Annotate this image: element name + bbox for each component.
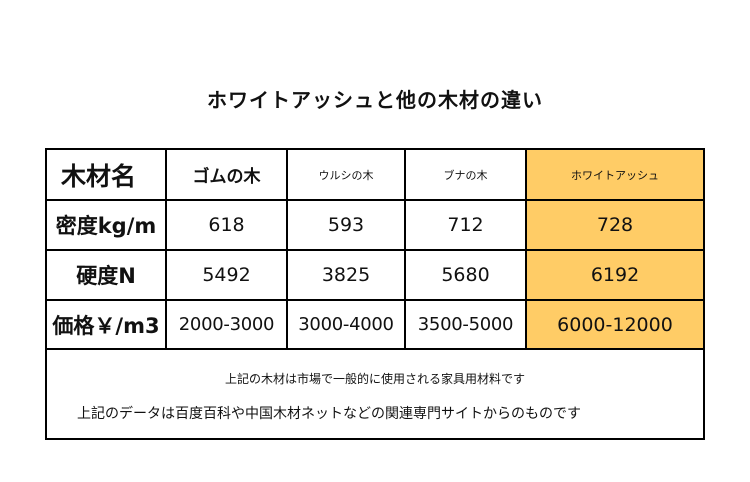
row-label-price: 価格￥/m3 [47,301,167,348]
density-beech-wood: 712 [406,201,527,249]
hardness-rubber-wood: 5492 [167,251,288,299]
hardness-sumac-wood: 3825 [288,251,406,299]
price-sumac-wood: 3000-4000 [288,301,406,348]
header-wood-name: 木材名 [47,150,167,199]
table-row-hardness: 硬度N 5492 3825 5680 6192 [47,251,703,301]
header-white-ash: ホワイトアッシュ [527,150,703,199]
table-row-price: 価格￥/m3 2000-3000 3000-4000 3500-5000 600… [47,301,703,350]
header-beech-wood: ブナの木 [406,150,527,199]
hardness-beech-wood: 5680 [406,251,527,299]
density-sumac-wood: 593 [288,201,406,249]
density-rubber-wood: 618 [167,201,288,249]
density-white-ash: 728 [527,201,703,249]
table-row-density: 密度kg/m 618 593 712 728 [47,201,703,251]
hardness-white-ash: 6192 [527,251,703,299]
table-header-row: 木材名 ゴムの木 ウルシの木 ブナの木 ホワイトアッシュ [47,150,703,201]
wood-comparison-table: 木材名 ゴムの木 ウルシの木 ブナの木 ホワイトアッシュ 密度kg/m 618 … [45,148,705,440]
note-data-source: 上記のデータは百度百科や中国木材ネットなどの関連専門サイトからのものです [77,406,581,422]
price-white-ash: 6000-12000 [527,301,703,348]
note-market-materials: 上記の木材は市場で一般的に使用される家具用材料です [224,372,525,386]
notes-section: 上記の木材は市場で一般的に使用される家具用材料です 上記のデータは百度百科や中国… [47,350,703,438]
row-label-density: 密度kg/m [47,201,167,249]
price-beech-wood: 3500-5000 [406,301,527,348]
price-rubber-wood: 2000-3000 [167,301,288,348]
header-rubber-wood: ゴムの木 [167,150,288,199]
header-sumac-wood: ウルシの木 [288,150,406,199]
row-label-hardness: 硬度N [47,251,167,299]
page-title: ホワイトアッシュと他の木材の違い [207,88,543,112]
